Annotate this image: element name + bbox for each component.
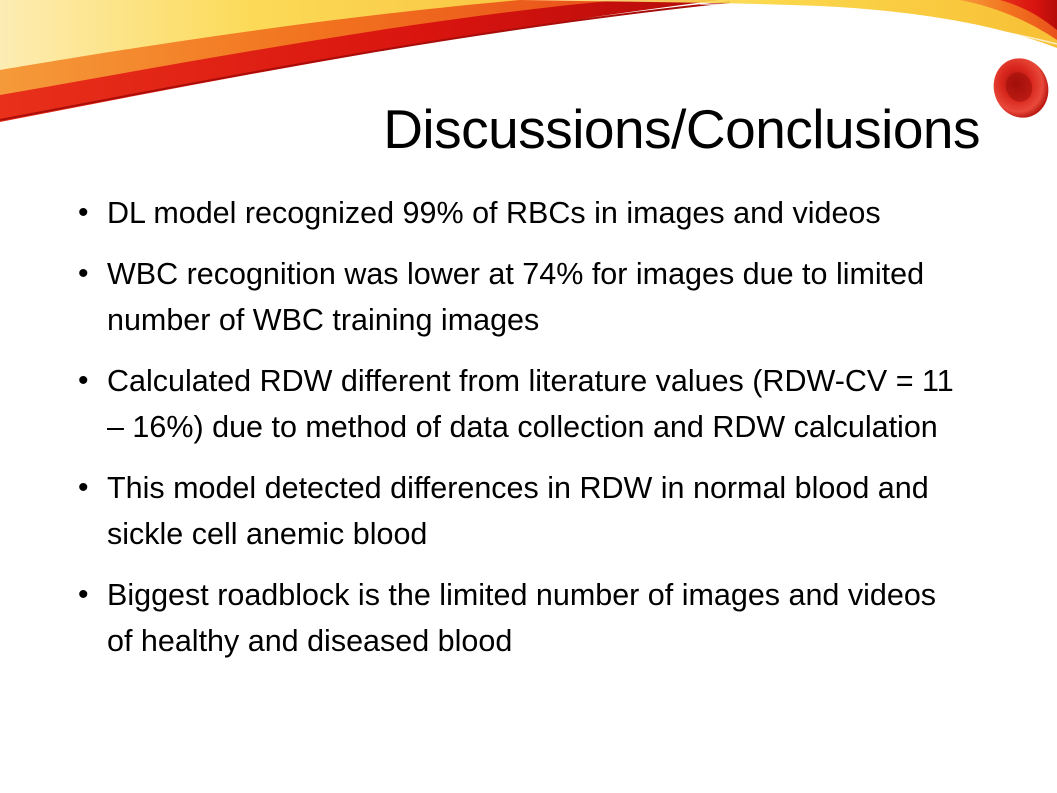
bullet-item: • This model detected differences in RDW… [78,465,968,557]
bullet-dot-icon: • [78,257,89,290]
bullet-item: • Calculated RDW different from literatu… [78,358,968,450]
bullet-text: WBC recognition was lower at 74% for ima… [107,257,925,337]
slide-title: Discussions/Conclusions [383,98,980,160]
bullet-text: Biggest roadblock is the limited number … [107,578,937,658]
bullet-dot-icon: • [78,578,89,611]
bullet-dot-icon: • [78,364,89,397]
bullet-list: • DL model recognized 99% of RBCs in ima… [78,190,968,679]
bullet-text: DL model recognized 99% of RBCs in image… [107,196,881,230]
bullet-dot-icon: • [78,471,89,504]
bullet-item: • DL model recognized 99% of RBCs in ima… [78,190,968,236]
bullet-dot-icon: • [78,196,89,229]
red-orange-swoosh-decoration [0,0,1057,122]
red-blood-cell-icon [993,58,1049,118]
bullet-text: This model detected differences in RDW i… [107,471,929,551]
bullet-text: Calculated RDW different from literature… [107,364,954,444]
bullet-item: • WBC recognition was lower at 74% for i… [78,251,968,343]
bullet-item: • Biggest roadblock is the limited numbe… [78,572,968,664]
